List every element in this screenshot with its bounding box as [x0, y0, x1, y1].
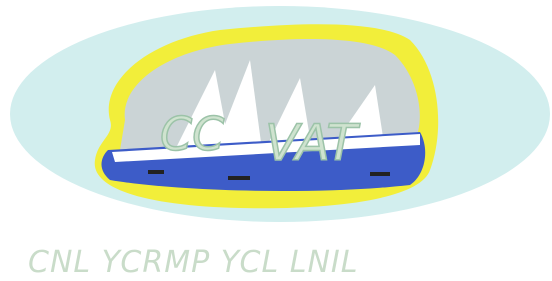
logo: CC VAT CNL YCRMP YCL LNIL [0, 0, 552, 281]
monogram-left: CC [160, 107, 224, 161]
tagline: CNL YCRMP YCL LNIL [28, 245, 358, 280]
monogram-right: VAT [265, 114, 360, 172]
